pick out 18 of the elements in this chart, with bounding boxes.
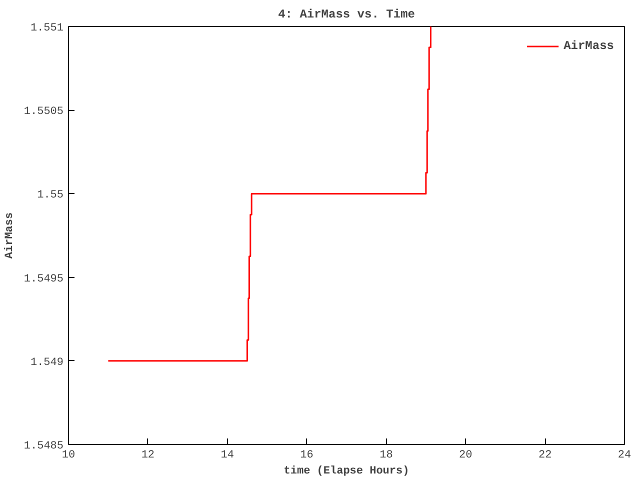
y-tick-label: 1.5485: [24, 440, 64, 452]
y-tick-label: 1.551: [30, 22, 64, 34]
x-tick-label: 18: [380, 450, 393, 462]
y-tick-label: 1.5495: [24, 273, 64, 286]
x-tick-label: 10: [62, 450, 76, 462]
y-tick-label: 1.5505: [24, 106, 64, 118]
y-tick-label: 1.55: [37, 190, 64, 202]
x-tick-label: 22: [538, 450, 552, 462]
chart-title: 4: AirMass vs. Time: [278, 8, 415, 22]
x-tick-label: 12: [141, 450, 155, 462]
legend-label: AirMass: [564, 39, 614, 53]
x-tick-label: 16: [300, 450, 314, 462]
x-axis-title: time (Elapse Hours): [284, 466, 410, 478]
x-tick-label: 14: [220, 450, 234, 462]
y-tick-label: 1.549: [30, 356, 64, 369]
x-tick-label: 20: [459, 450, 472, 462]
x-tick-label: 24: [618, 450, 632, 462]
y-axis-title: AirMass: [4, 212, 16, 259]
